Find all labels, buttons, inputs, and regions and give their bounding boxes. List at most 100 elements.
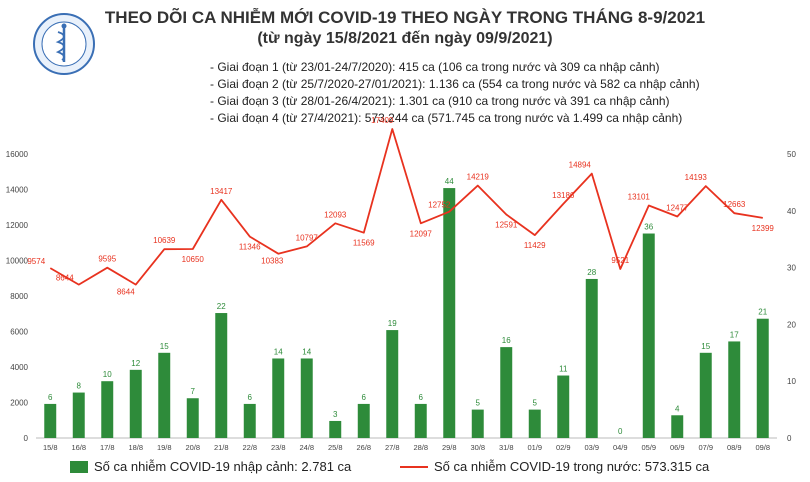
line-value-label: 8644 — [117, 288, 135, 297]
bar — [471, 409, 484, 438]
bar-value-label: 5 — [476, 399, 481, 408]
x-axis-tick-label: 31/8 — [499, 443, 514, 452]
x-axis-tick-label: 09/8 — [755, 443, 770, 452]
line-value-label: 11346 — [239, 243, 261, 252]
bar-value-label: 4 — [675, 404, 680, 413]
bar-value-label: 5 — [533, 399, 538, 408]
x-axis-tick-label: 04/9 — [613, 443, 628, 452]
bar-value-label: 0 — [618, 427, 623, 436]
x-axis-tick-label: 03/9 — [584, 443, 599, 452]
bar — [414, 403, 427, 438]
x-axis-tick-label: 27/8 — [385, 443, 400, 452]
bar — [357, 403, 370, 438]
line-value-label: 12591 — [495, 221, 518, 230]
phase-note: - Giai đoạn 3 (từ 28/01-26/4/2021): 1.30… — [210, 94, 670, 108]
x-axis-tick-label: 15/8 — [43, 443, 58, 452]
chart-title: THEO DÕI CA NHIỄM MỚI COVID-19 THEO NGÀY… — [104, 8, 706, 27]
bar — [243, 403, 256, 438]
left-axis-tick-label: 4000 — [10, 363, 28, 372]
line-value-label: 14219 — [467, 173, 490, 182]
bar-value-label: 8 — [77, 382, 82, 391]
right-axis-tick-label: 20 — [787, 320, 796, 329]
line-value-label: 10383 — [261, 257, 284, 266]
bar — [642, 233, 655, 438]
bar-value-label: 6 — [248, 393, 253, 402]
bar — [215, 313, 228, 438]
x-axis-tick-label: 21/8 — [214, 443, 229, 452]
bar — [158, 352, 171, 438]
x-axis-tick-label: 29/8 — [442, 443, 457, 452]
phase-note: - Giai đoạn 1 (từ 23/01-24/7/2020): 415 … — [210, 60, 660, 74]
left-axis-tick-label: 2000 — [10, 399, 28, 408]
x-axis-tick-label: 25/8 — [328, 443, 343, 452]
line-value-label: 12663 — [723, 200, 746, 209]
line-value-label: 13101 — [628, 192, 651, 201]
bar-value-label: 6 — [362, 393, 367, 402]
bar-value-label: 6 — [48, 393, 53, 402]
right-axis-tick-label: 0 — [787, 434, 792, 443]
bar — [101, 381, 114, 438]
line-value-label: 12752 — [428, 201, 451, 210]
x-axis-tick-label: 07/9 — [698, 443, 713, 452]
bar — [129, 369, 142, 438]
bar — [500, 347, 513, 438]
bar — [557, 375, 570, 438]
x-axis-tick-label: 16/8 — [71, 443, 86, 452]
legend-bar-swatch — [70, 461, 88, 473]
left-axis-tick-label: 8000 — [10, 292, 28, 301]
line-value-label: 10797 — [296, 233, 319, 242]
x-axis-tick-label: 01/9 — [527, 443, 542, 452]
x-axis-tick-label: 24/8 — [299, 443, 314, 452]
x-axis-tick-label: 26/8 — [356, 443, 371, 452]
line-value-label: 12097 — [410, 229, 433, 238]
right-axis-tick-label: 40 — [787, 207, 796, 216]
bar-value-label: 11 — [559, 365, 568, 374]
bar-value-label: 15 — [160, 342, 169, 351]
bar-value-label: 28 — [587, 268, 596, 277]
bar — [528, 409, 541, 438]
bar — [585, 278, 598, 438]
line-value-label: 8644 — [56, 274, 74, 283]
right-axis-tick-label: 10 — [787, 377, 796, 386]
line-value-label: 12093 — [324, 210, 347, 219]
bar — [44, 403, 57, 438]
right-axis-tick-label: 30 — [787, 264, 796, 273]
left-axis-tick-label: 16000 — [6, 150, 29, 159]
line-value-label: 17409 — [371, 116, 394, 125]
bar-value-label: 16 — [502, 336, 511, 345]
bar — [272, 358, 285, 438]
x-axis-tick-label: 06/9 — [670, 443, 685, 452]
bar-value-label: 10 — [103, 370, 112, 379]
left-axis-tick-label: 10000 — [6, 257, 29, 266]
bar — [186, 398, 199, 438]
phase-note: - Giai đoạn 2 (từ 25/7/2020-27/01/2021):… — [210, 77, 700, 91]
phase-notes: - Giai đoạn 1 (từ 23/01-24/7/2020): 415 … — [210, 59, 700, 127]
x-axis-tick-label: 30/8 — [470, 443, 485, 452]
bar-value-label: 7 — [191, 387, 196, 396]
x-axis-tick-label: 02/9 — [556, 443, 571, 452]
bar — [756, 318, 769, 438]
x-axis-tick-label: 08/9 — [727, 443, 742, 452]
x-axis-tick-label: 17/8 — [100, 443, 115, 452]
x-axis-tick-label: 20/8 — [185, 443, 200, 452]
left-axis-tick-label: 6000 — [10, 328, 28, 337]
chart-subtitle: (từ ngày 15/8/2021 đến ngày 09/9/2021) — [257, 30, 553, 47]
line-value-label: 9574 — [27, 257, 45, 266]
line-value-label: 14193 — [685, 173, 708, 182]
left-axis-tick-label: 0 — [24, 434, 29, 443]
line-value-label: 11429 — [524, 241, 546, 250]
line-value-label: 13417 — [210, 187, 233, 196]
left-axis-tick-label: 14000 — [6, 186, 29, 195]
ministry-of-health-logo — [33, 13, 95, 75]
bar — [728, 341, 741, 438]
legend-bar-label: Số ca nhiễm COVID-19 nhập cảnh: 2.781 ca — [94, 459, 352, 474]
bar-value-label: 12 — [131, 359, 140, 368]
x-axis-tick-label: 28/8 — [413, 443, 428, 452]
bar-value-label: 14 — [274, 347, 283, 356]
bar — [443, 188, 456, 438]
bar-value-label: 3 — [333, 410, 338, 419]
line-series — [49, 128, 763, 286]
line-value-label: 12477 — [666, 204, 689, 213]
x-axis-tick-label: 05/9 — [641, 443, 656, 452]
